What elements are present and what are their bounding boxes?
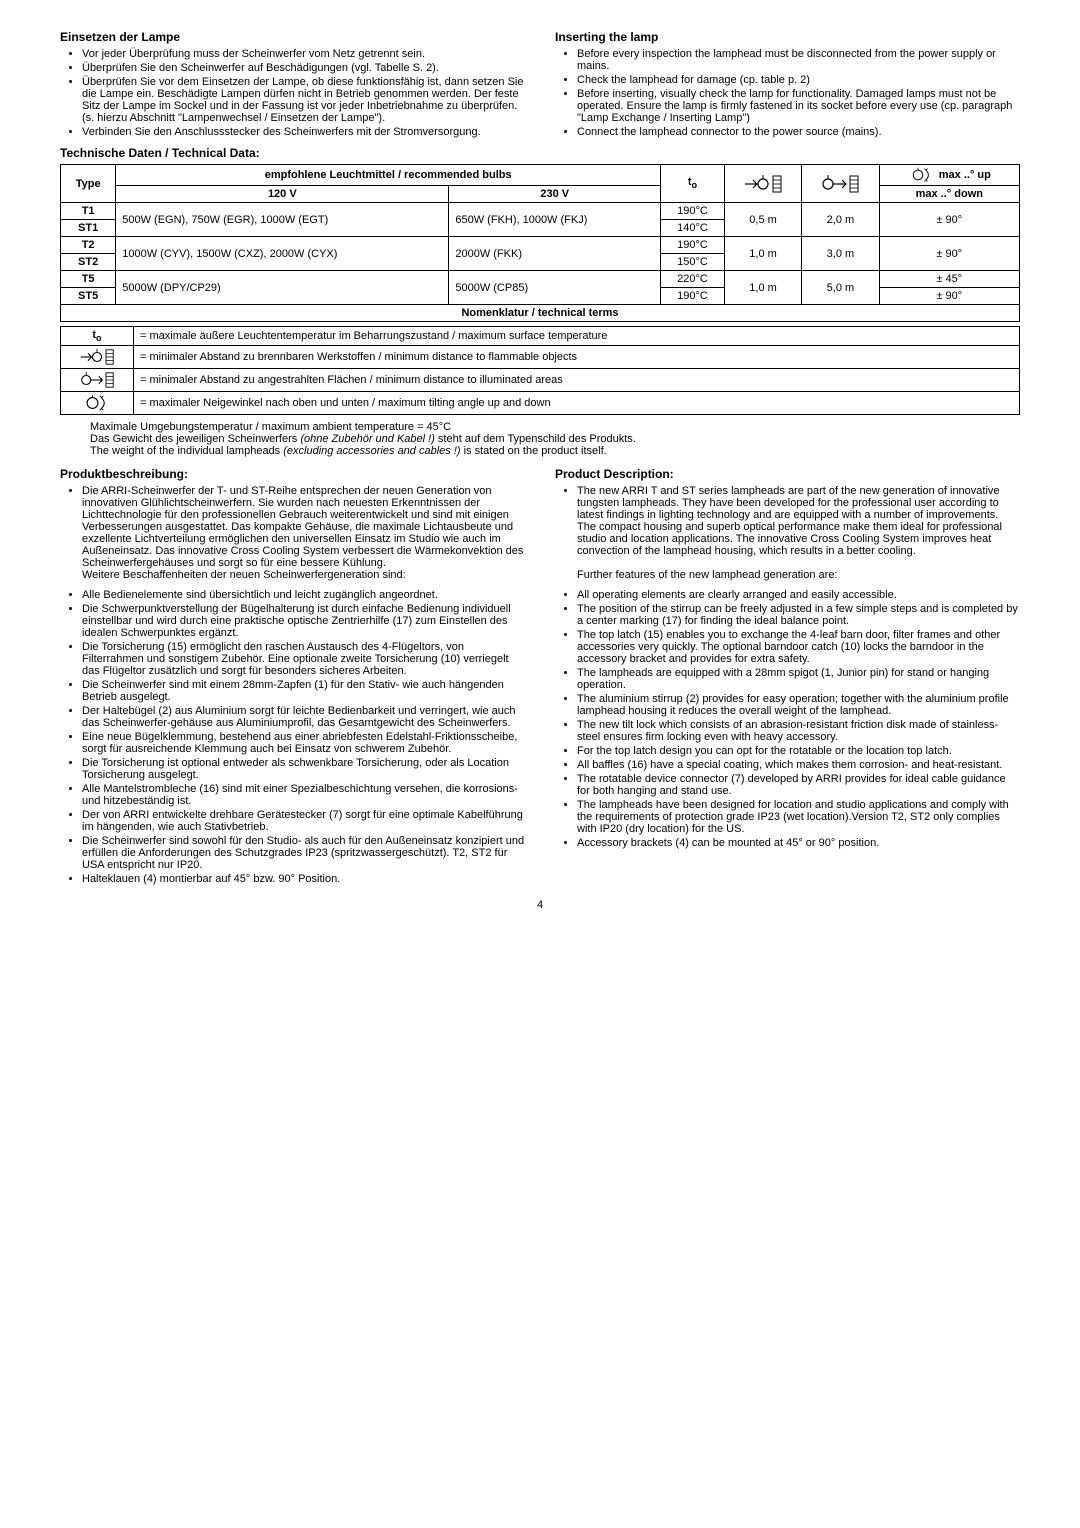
td-d2: 2,0 m [802, 203, 879, 237]
td-desc: = minimaler Abstand zu brennbaren Werkst… [134, 346, 1020, 369]
td-type: ST5 [61, 288, 116, 305]
heading-en-inserting: Inserting the lamp [555, 30, 1020, 44]
td-b120: 5000W (DPY/CP29) [116, 271, 449, 305]
list-item: Die ARRI-Scheinwerfer der T- und ST-Reih… [82, 485, 525, 581]
heading-de-inserting: Einsetzen der Lampe [60, 30, 525, 44]
note-weight-de: Das Gewicht des jeweiligen Scheinwerfers… [90, 433, 1020, 445]
list-item: Halteklauen (4) montierbar auf 45° bzw. … [82, 873, 525, 885]
th-120v: 120 V [116, 186, 449, 203]
td-b230: 2000W (FKK) [449, 237, 661, 271]
list-item: Alle Mantelstrombleche (16) sind mit ein… [82, 783, 525, 807]
td-b230: 5000W (CP85) [449, 271, 661, 305]
page-number: 4 [60, 899, 1020, 911]
note-weight-en: The weight of the individual lampheads (… [90, 445, 1020, 457]
td-to: 140°C [661, 220, 725, 237]
list-item: Check the lamphead for damage (cp. table… [577, 74, 1020, 86]
td-sym: to [61, 327, 134, 346]
td-type: T1 [61, 203, 116, 220]
section-product-description: Produktbeschreibung: Die ARRI-Scheinwerf… [60, 467, 1020, 893]
table-tech-data: Type empfohlene Leuchtmittel / recommend… [60, 164, 1020, 322]
list-item: Die Scheinwerfer sind sowohl für den Stu… [82, 835, 525, 871]
td-to: 150°C [661, 254, 725, 271]
td-b120: 1000W (CYV), 1500W (CXZ), 2000W (CYX) [116, 237, 449, 271]
td-ang: ± 45° [879, 271, 1019, 288]
list-item: The position of the stirrup can be freel… [577, 603, 1020, 627]
td-to: 190°C [661, 237, 725, 254]
td-nomen-title: Nomenklatur / technical terms [61, 305, 1020, 322]
list-de-pd: Alle Bedienelemente sind übersichtlich u… [60, 589, 525, 885]
list-item: Die Schwerpunktverstellung der Bügelhalt… [82, 603, 525, 639]
td-sym-illuminated-icon [61, 369, 134, 392]
td-desc: = minimaler Abstand zu angestrahlten Flä… [134, 369, 1020, 392]
list-item: Überprüfen Sie vor dem Einsetzen der Lam… [82, 76, 525, 124]
th-maxdown: max ..° down [879, 186, 1019, 203]
list-de-inserting: Vor jeder Überprüfung muss der Scheinwer… [60, 48, 525, 138]
td-type: ST1 [61, 220, 116, 237]
td-desc: = maximaler Neigewinkel nach oben und un… [134, 392, 1020, 415]
td-d1: 0,5 m [724, 203, 801, 237]
list-item: Eine neue Bügelklemmung, bestehend aus e… [82, 731, 525, 755]
heading-tech-data: Technische Daten / Technical Data: [60, 146, 1020, 160]
heading-de-pd: Produktbeschreibung: [60, 467, 525, 481]
td-sym-tilt-icon [61, 392, 134, 415]
list-item: Before every inspection the lamphead mus… [577, 48, 1020, 72]
td-d1: 1,0 m [724, 237, 801, 271]
td-b120: 500W (EGN), 750W (EGR), 1000W (EGT) [116, 203, 449, 237]
list-item: Accessory brackets (4) can be mounted at… [577, 837, 1020, 849]
section-inserting-lamp: Einsetzen der Lampe Vor jeder Überprüfun… [60, 30, 1020, 146]
td-type: T2 [61, 237, 116, 254]
td-ang: ± 90° [879, 203, 1019, 237]
list-item: The rotatable device connector (7) devel… [577, 773, 1020, 797]
th-230v: 230 V [449, 186, 661, 203]
list-item: All baffles (16) have a special coating,… [577, 759, 1020, 771]
list-item: Vor jeder Überprüfung muss der Scheinwer… [82, 48, 525, 60]
list-en-pd-main: The new ARRI T and ST series lampheads a… [555, 485, 1020, 581]
td-ang: ± 90° [879, 237, 1019, 271]
list-item: For the top latch design you can opt for… [577, 745, 1020, 757]
list-item: Der Haltebügel (2) aus Aluminium sorgt f… [82, 705, 525, 729]
td-to: 190°C [661, 288, 725, 305]
td-d2: 3,0 m [802, 237, 879, 271]
list-en-inserting: Before every inspection the lamphead mus… [555, 48, 1020, 138]
list-item: The lampheads are equipped with a 28mm s… [577, 667, 1020, 691]
td-sym-flammable-icon [61, 346, 134, 369]
list-item: The top latch (15) enables you to exchan… [577, 629, 1020, 665]
td-d1: 1,0 m [724, 271, 801, 305]
list-item: Connect the lamphead connector to the po… [577, 126, 1020, 138]
list-item: All operating elements are clearly arran… [577, 589, 1020, 601]
list-item: The new tilt lock which consists of an a… [577, 719, 1020, 743]
td-to: 220°C [661, 271, 725, 288]
th-to: to [661, 165, 725, 203]
td-type: T5 [61, 271, 116, 288]
table-nomenclature: to = maximale äußere Leuchtentemperatur … [60, 326, 1020, 415]
list-item: Überprüfen Sie den Scheinwerfer auf Besc… [82, 62, 525, 74]
list-item: Before inserting, visually check the lam… [577, 88, 1020, 124]
td-d2: 5,0 m [802, 271, 879, 305]
list-item: Die Torsicherung (15) ermöglicht den ras… [82, 641, 525, 677]
note-ambient: Maximale Umgebungstemperatur / maximum a… [90, 421, 1020, 433]
list-de-pd-main: Die ARRI-Scheinwerfer der T- und ST-Reih… [60, 485, 525, 581]
list-item: Alle Bedienelemente sind übersichtlich u… [82, 589, 525, 601]
list-item: Die Scheinwerfer sind mit einem 28mm-Zap… [82, 679, 525, 703]
list-en-pd: All operating elements are clearly arran… [555, 589, 1020, 849]
th-maxup: max ..° up [879, 165, 1019, 186]
th-bulbs: empfohlene Leuchtmittel / recommended bu… [116, 165, 661, 186]
td-desc: = maximale äußere Leuchtentemperatur im … [134, 327, 1020, 346]
notes-block: Maximale Umgebungstemperatur / maximum a… [90, 421, 1020, 457]
list-item: Verbinden Sie den Anschlussstecker des S… [82, 126, 525, 138]
list-item: The aluminium stirrup (2) provides for e… [577, 693, 1020, 717]
td-b230: 650W (FKH), 1000W (FKJ) [449, 203, 661, 237]
th-flammable-icon [724, 165, 801, 203]
heading-en-pd: Product Description: [555, 467, 1020, 481]
td-ang: ± 90° [879, 288, 1019, 305]
td-to: 190°C [661, 203, 725, 220]
list-item: Der von ARRI entwickelte drehbare Geräte… [82, 809, 525, 833]
th-illuminated-icon [802, 165, 879, 203]
list-item: The new ARRI T and ST series lampheads a… [577, 485, 1020, 581]
list-item: The lampheads have been designed for loc… [577, 799, 1020, 835]
th-type: Type [61, 165, 116, 203]
list-item: Die Torsicherung ist optional entweder a… [82, 757, 525, 781]
td-type: ST2 [61, 254, 116, 271]
